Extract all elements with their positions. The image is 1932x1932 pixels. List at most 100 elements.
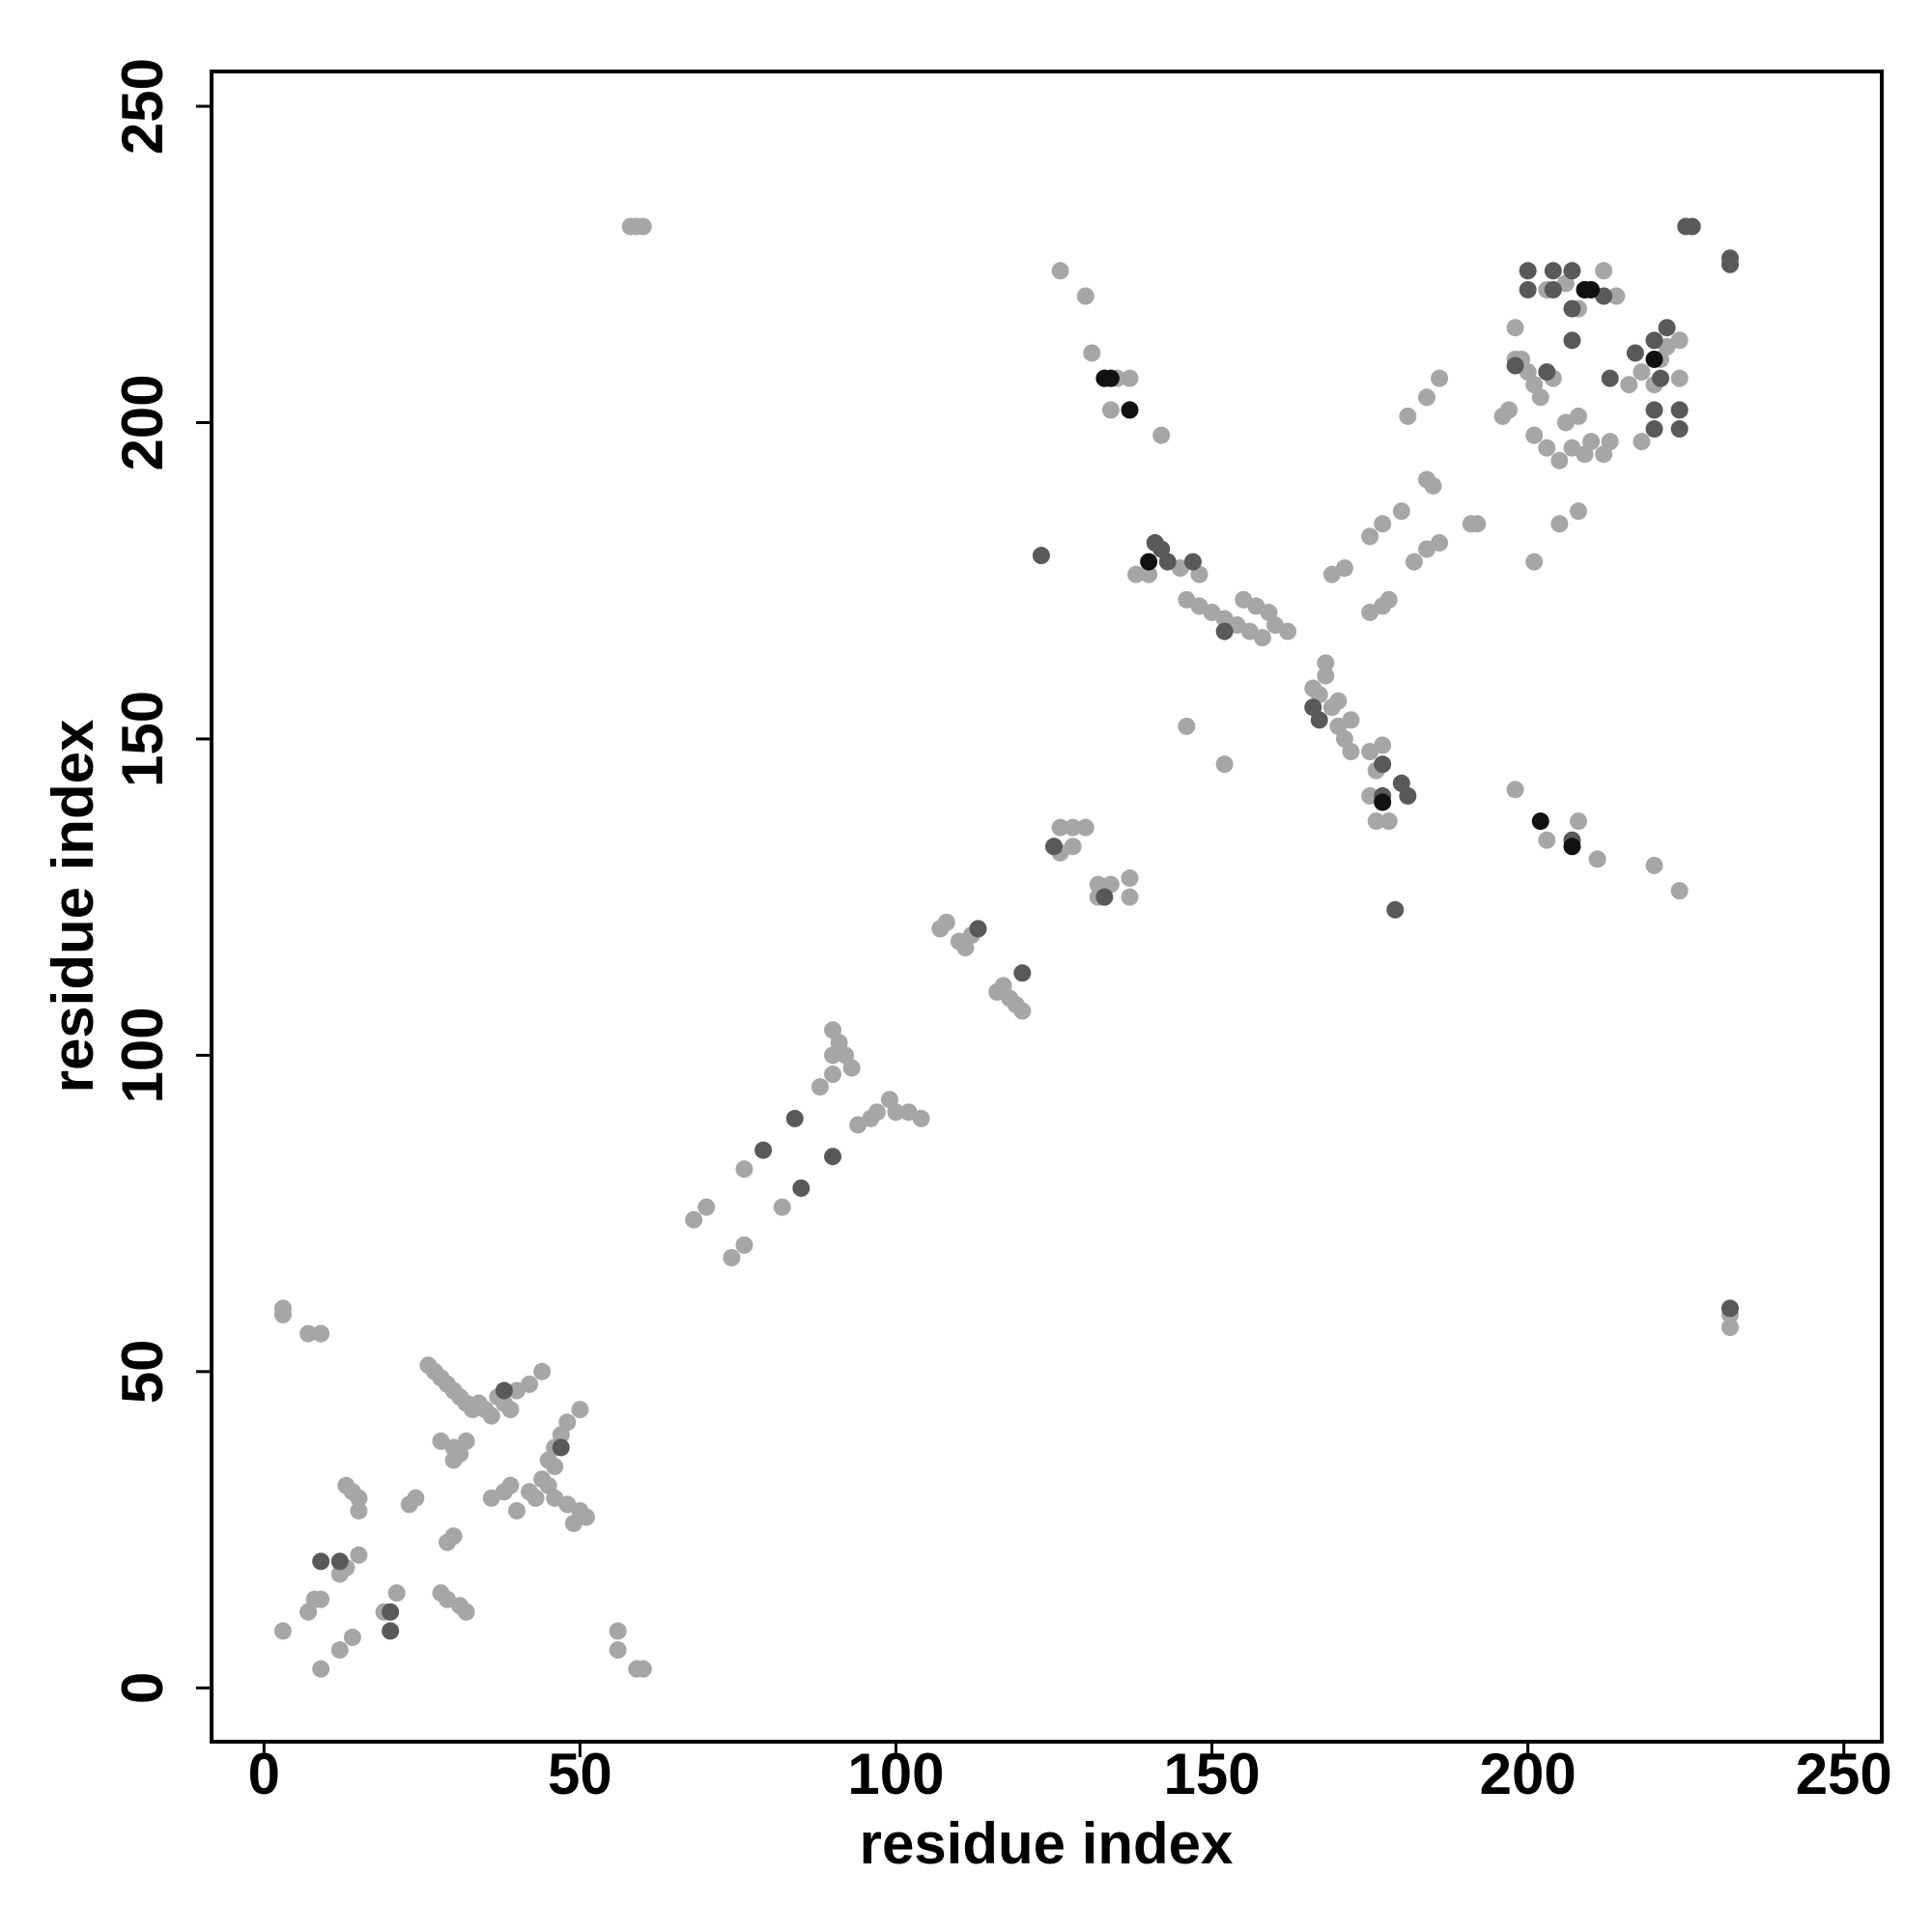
point	[1013, 964, 1032, 982]
point	[1013, 1002, 1032, 1020]
x-tick-label: 150	[1164, 1742, 1261, 1806]
point	[1374, 755, 1392, 774]
point	[1620, 376, 1638, 394]
point	[1335, 559, 1353, 578]
point	[1645, 331, 1663, 350]
point	[1260, 603, 1278, 621]
point	[1582, 433, 1601, 451]
x-axis-label: residue index	[860, 1811, 1234, 1876]
point	[1374, 515, 1392, 533]
point	[1121, 369, 1139, 387]
point	[1431, 369, 1449, 387]
point	[735, 1236, 753, 1254]
point	[299, 1324, 318, 1343]
plot-frame	[210, 70, 1884, 1744]
point	[1538, 831, 1556, 849]
point	[1569, 502, 1587, 521]
point	[1601, 369, 1619, 387]
point	[1399, 407, 1417, 425]
point	[501, 1401, 520, 1419]
point	[609, 1641, 627, 1660]
point	[1595, 262, 1613, 280]
y-tick-label: 100	[110, 1007, 175, 1103]
point	[1525, 553, 1544, 571]
point	[1127, 565, 1146, 583]
x-tick-label: 0	[248, 1742, 280, 1806]
point	[407, 1489, 425, 1507]
point	[350, 1546, 368, 1564]
point	[312, 1590, 330, 1608]
point	[564, 1515, 582, 1533]
point	[495, 1381, 513, 1400]
point	[1550, 451, 1569, 469]
point	[723, 1248, 741, 1266]
point	[1215, 755, 1234, 774]
point	[969, 920, 987, 938]
point	[1588, 850, 1606, 868]
point	[1607, 287, 1626, 305]
point	[558, 1413, 577, 1432]
point	[444, 1527, 463, 1546]
point	[1379, 590, 1398, 609]
x-tick-label: 100	[847, 1742, 944, 1806]
point	[1670, 420, 1689, 439]
point	[1544, 262, 1562, 280]
point	[444, 1451, 463, 1469]
point	[312, 1552, 330, 1571]
point	[697, 1198, 716, 1216]
point	[1720, 1319, 1739, 1337]
point	[1152, 426, 1171, 444]
point	[1101, 369, 1120, 387]
point	[685, 1210, 703, 1229]
point	[609, 1622, 627, 1640]
point	[1538, 439, 1556, 457]
point	[1720, 1299, 1739, 1318]
point	[1519, 280, 1537, 298]
point	[382, 1603, 400, 1621]
point	[1215, 622, 1234, 640]
point	[330, 1641, 349, 1660]
point	[1645, 401, 1663, 419]
point	[507, 1501, 526, 1520]
point	[1317, 667, 1335, 685]
point	[1279, 622, 1297, 640]
y-axis-label: residue index	[41, 720, 105, 1094]
point	[546, 1458, 564, 1476]
point	[1051, 262, 1069, 280]
point	[1519, 262, 1537, 280]
point	[1563, 299, 1581, 318]
point	[552, 1438, 570, 1457]
point	[773, 1198, 791, 1216]
point	[1158, 553, 1177, 571]
point	[1563, 331, 1581, 350]
point	[1417, 388, 1435, 407]
point	[810, 1078, 829, 1096]
point	[1658, 319, 1676, 337]
point	[350, 1501, 368, 1520]
point	[526, 1489, 545, 1507]
point	[1399, 786, 1417, 805]
point	[1538, 363, 1556, 382]
point	[1317, 654, 1335, 672]
point	[1076, 287, 1094, 305]
point	[1183, 553, 1202, 571]
point	[273, 1622, 292, 1640]
point	[931, 920, 950, 938]
point	[1531, 388, 1549, 407]
point	[994, 977, 1012, 995]
point	[1253, 629, 1271, 647]
point	[1569, 407, 1587, 425]
x-tick-label: 200	[1480, 1742, 1577, 1806]
point	[842, 1059, 861, 1077]
point	[1405, 553, 1423, 571]
point	[312, 1660, 330, 1678]
point	[1064, 838, 1082, 856]
point	[1095, 888, 1114, 906]
point	[1379, 812, 1398, 831]
point	[521, 1375, 539, 1393]
point	[1121, 888, 1139, 906]
point	[1576, 280, 1594, 298]
point	[1121, 869, 1139, 888]
point	[1342, 711, 1360, 729]
point	[1342, 743, 1360, 761]
